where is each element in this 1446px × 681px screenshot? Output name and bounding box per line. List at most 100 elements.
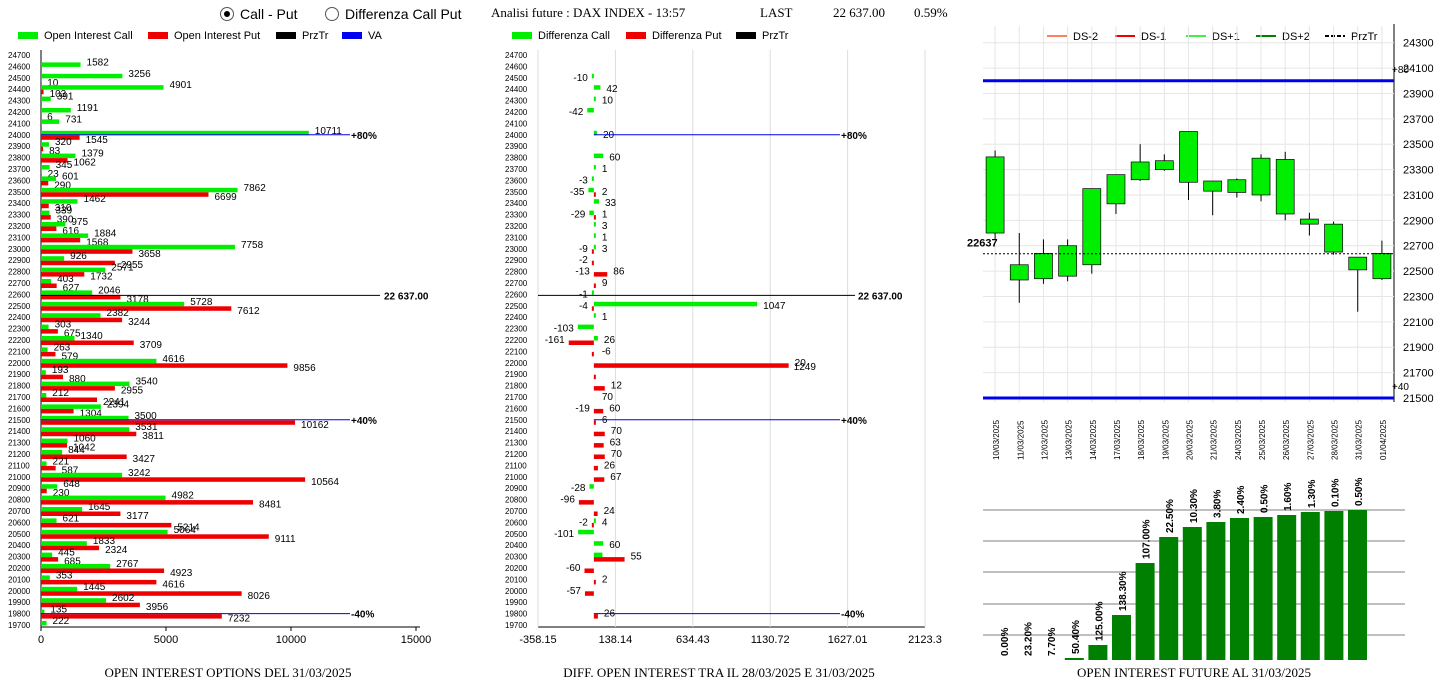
radio-unselected-icon[interactable] <box>325 7 339 21</box>
call-value-label: 221 <box>53 456 70 467</box>
radio-diff-call-put[interactable]: Differenza Call Put <box>325 6 461 22</box>
call-bar <box>41 96 51 102</box>
put-bar <box>41 146 44 152</box>
y-tick-label: 20600 <box>505 518 528 527</box>
call-value-label: 844 <box>68 445 85 456</box>
candle-up <box>1203 180 1223 192</box>
put-value-label: 4923 <box>170 568 193 579</box>
call-value-label: 1645 <box>88 502 111 513</box>
x-tick-label: 10000 <box>276 634 307 646</box>
bar-value-label: 3.80% <box>1212 490 1223 518</box>
y-tick-label: 22900 <box>8 256 31 265</box>
legend-label: DS-1 <box>1141 31 1166 43</box>
bar-value-label: 125.00% <box>1094 601 1105 641</box>
call-bar <box>41 210 50 216</box>
y-tick-label: 22800 <box>505 268 528 277</box>
y-tick-label: 21900 <box>8 370 31 379</box>
candle-up <box>1251 157 1271 196</box>
y-tick-label: 20300 <box>8 553 31 562</box>
put-bar <box>41 602 140 608</box>
future-bar <box>1135 563 1155 660</box>
put-diff-bar <box>593 454 605 459</box>
put-bar <box>41 180 49 186</box>
call-diff-bar <box>593 222 596 227</box>
legend-label: PrzTr <box>302 30 329 42</box>
call-diff-bar <box>591 73 594 79</box>
left-value-label: -35 <box>570 187 585 198</box>
y-tick-label: 21300 <box>505 439 528 448</box>
candle-up <box>1034 252 1053 280</box>
call-value-label: 222 <box>53 616 70 627</box>
left-value-label: -96 <box>560 495 575 506</box>
x-tick-label: 14/03/2025 <box>1089 419 1098 460</box>
x-tick-label: 18/03/2025 <box>1137 419 1146 460</box>
reference-label: +80% <box>841 131 867 142</box>
put-value-label: 83 <box>49 146 61 157</box>
y-tick-label: 21400 <box>8 427 31 436</box>
x-tick-label: 1130.72 <box>751 634 790 646</box>
x-tick-label: 26/03/2025 <box>1282 419 1291 460</box>
y-tick-label: 23500 <box>1403 139 1434 151</box>
future-bar <box>1300 512 1320 660</box>
y-tick-label: 21700 <box>8 393 31 402</box>
put-value-label: 1732 <box>90 272 113 283</box>
bar-value-label: 0.50% <box>1260 485 1271 513</box>
y-tick-label: 21700 <box>1403 368 1434 380</box>
call-value-label: 135 <box>50 605 67 616</box>
put-bar <box>41 192 209 197</box>
call-value-label: 731 <box>65 114 82 125</box>
call-value-label: 3242 <box>128 468 151 479</box>
last-price-label: 22 637.00 <box>384 291 429 302</box>
y-tick-label: 21400 <box>505 427 528 436</box>
put-value-label: 8026 <box>248 591 271 602</box>
right-value-label: 1 <box>602 210 608 221</box>
bar-value-label: 50.40% <box>1071 620 1082 654</box>
call-value-label: 320 <box>55 137 72 148</box>
y-tick-label: 24700 <box>8 51 31 60</box>
put-bar <box>41 397 98 402</box>
call-diff-bar <box>588 187 594 193</box>
put-value-label: 3178 <box>126 294 149 305</box>
y-tick-label: 23900 <box>8 142 31 151</box>
put-diff-bar <box>593 283 596 288</box>
radio-selected-icon[interactable] <box>220 7 234 21</box>
last-price-label: 22 637.00 <box>858 291 903 302</box>
call-diff-bar <box>593 313 596 318</box>
y-tick-label: 23000 <box>8 245 31 254</box>
right-value-label: 20 <box>795 358 807 369</box>
call-diff-bar <box>589 484 594 489</box>
x-axis-title: DIFF. OPEN INTEREST TRA IL 28/03/2025 E … <box>563 665 874 680</box>
candle-up <box>1275 159 1295 215</box>
put-value-label: 3811 <box>142 431 164 442</box>
put-diff-bar <box>584 591 594 596</box>
y-tick-label: 23600 <box>505 176 528 185</box>
call-bar <box>41 336 75 341</box>
y-tick-label: 21500 <box>505 416 528 425</box>
reference-label: -40% <box>351 610 374 621</box>
y-tick-label: 24300 <box>8 97 31 106</box>
level-label: +40 <box>1392 382 1409 393</box>
y-tick-label: 23300 <box>505 211 528 220</box>
candle-up <box>1130 161 1150 181</box>
legend-label: PrzTr <box>762 30 789 42</box>
put-diff-bar <box>568 340 594 345</box>
call-value-label: 2394 <box>107 399 130 410</box>
call-bar <box>41 301 185 307</box>
legend-label: Differenza Put <box>652 30 722 42</box>
put-diff-bar <box>593 215 596 220</box>
call-value-label: 10711 <box>315 126 343 137</box>
put-bar <box>41 283 57 288</box>
call-value-label: 2571 <box>111 263 134 274</box>
radio-call-put[interactable]: Call - Put <box>220 6 298 22</box>
left-value-label: -10 <box>573 73 588 84</box>
put-bar <box>41 431 137 437</box>
call-value-label: 445 <box>58 548 75 559</box>
call-bar <box>41 586 78 592</box>
put-value-label: 10564 <box>311 477 339 488</box>
x-tick-label: 31/03/2025 <box>1355 419 1364 460</box>
y-tick-label: 22200 <box>8 336 31 345</box>
legend-label: Open Interest Call <box>44 30 133 42</box>
put-bar <box>41 215 51 220</box>
y-tick-label: 22300 <box>1403 291 1434 303</box>
